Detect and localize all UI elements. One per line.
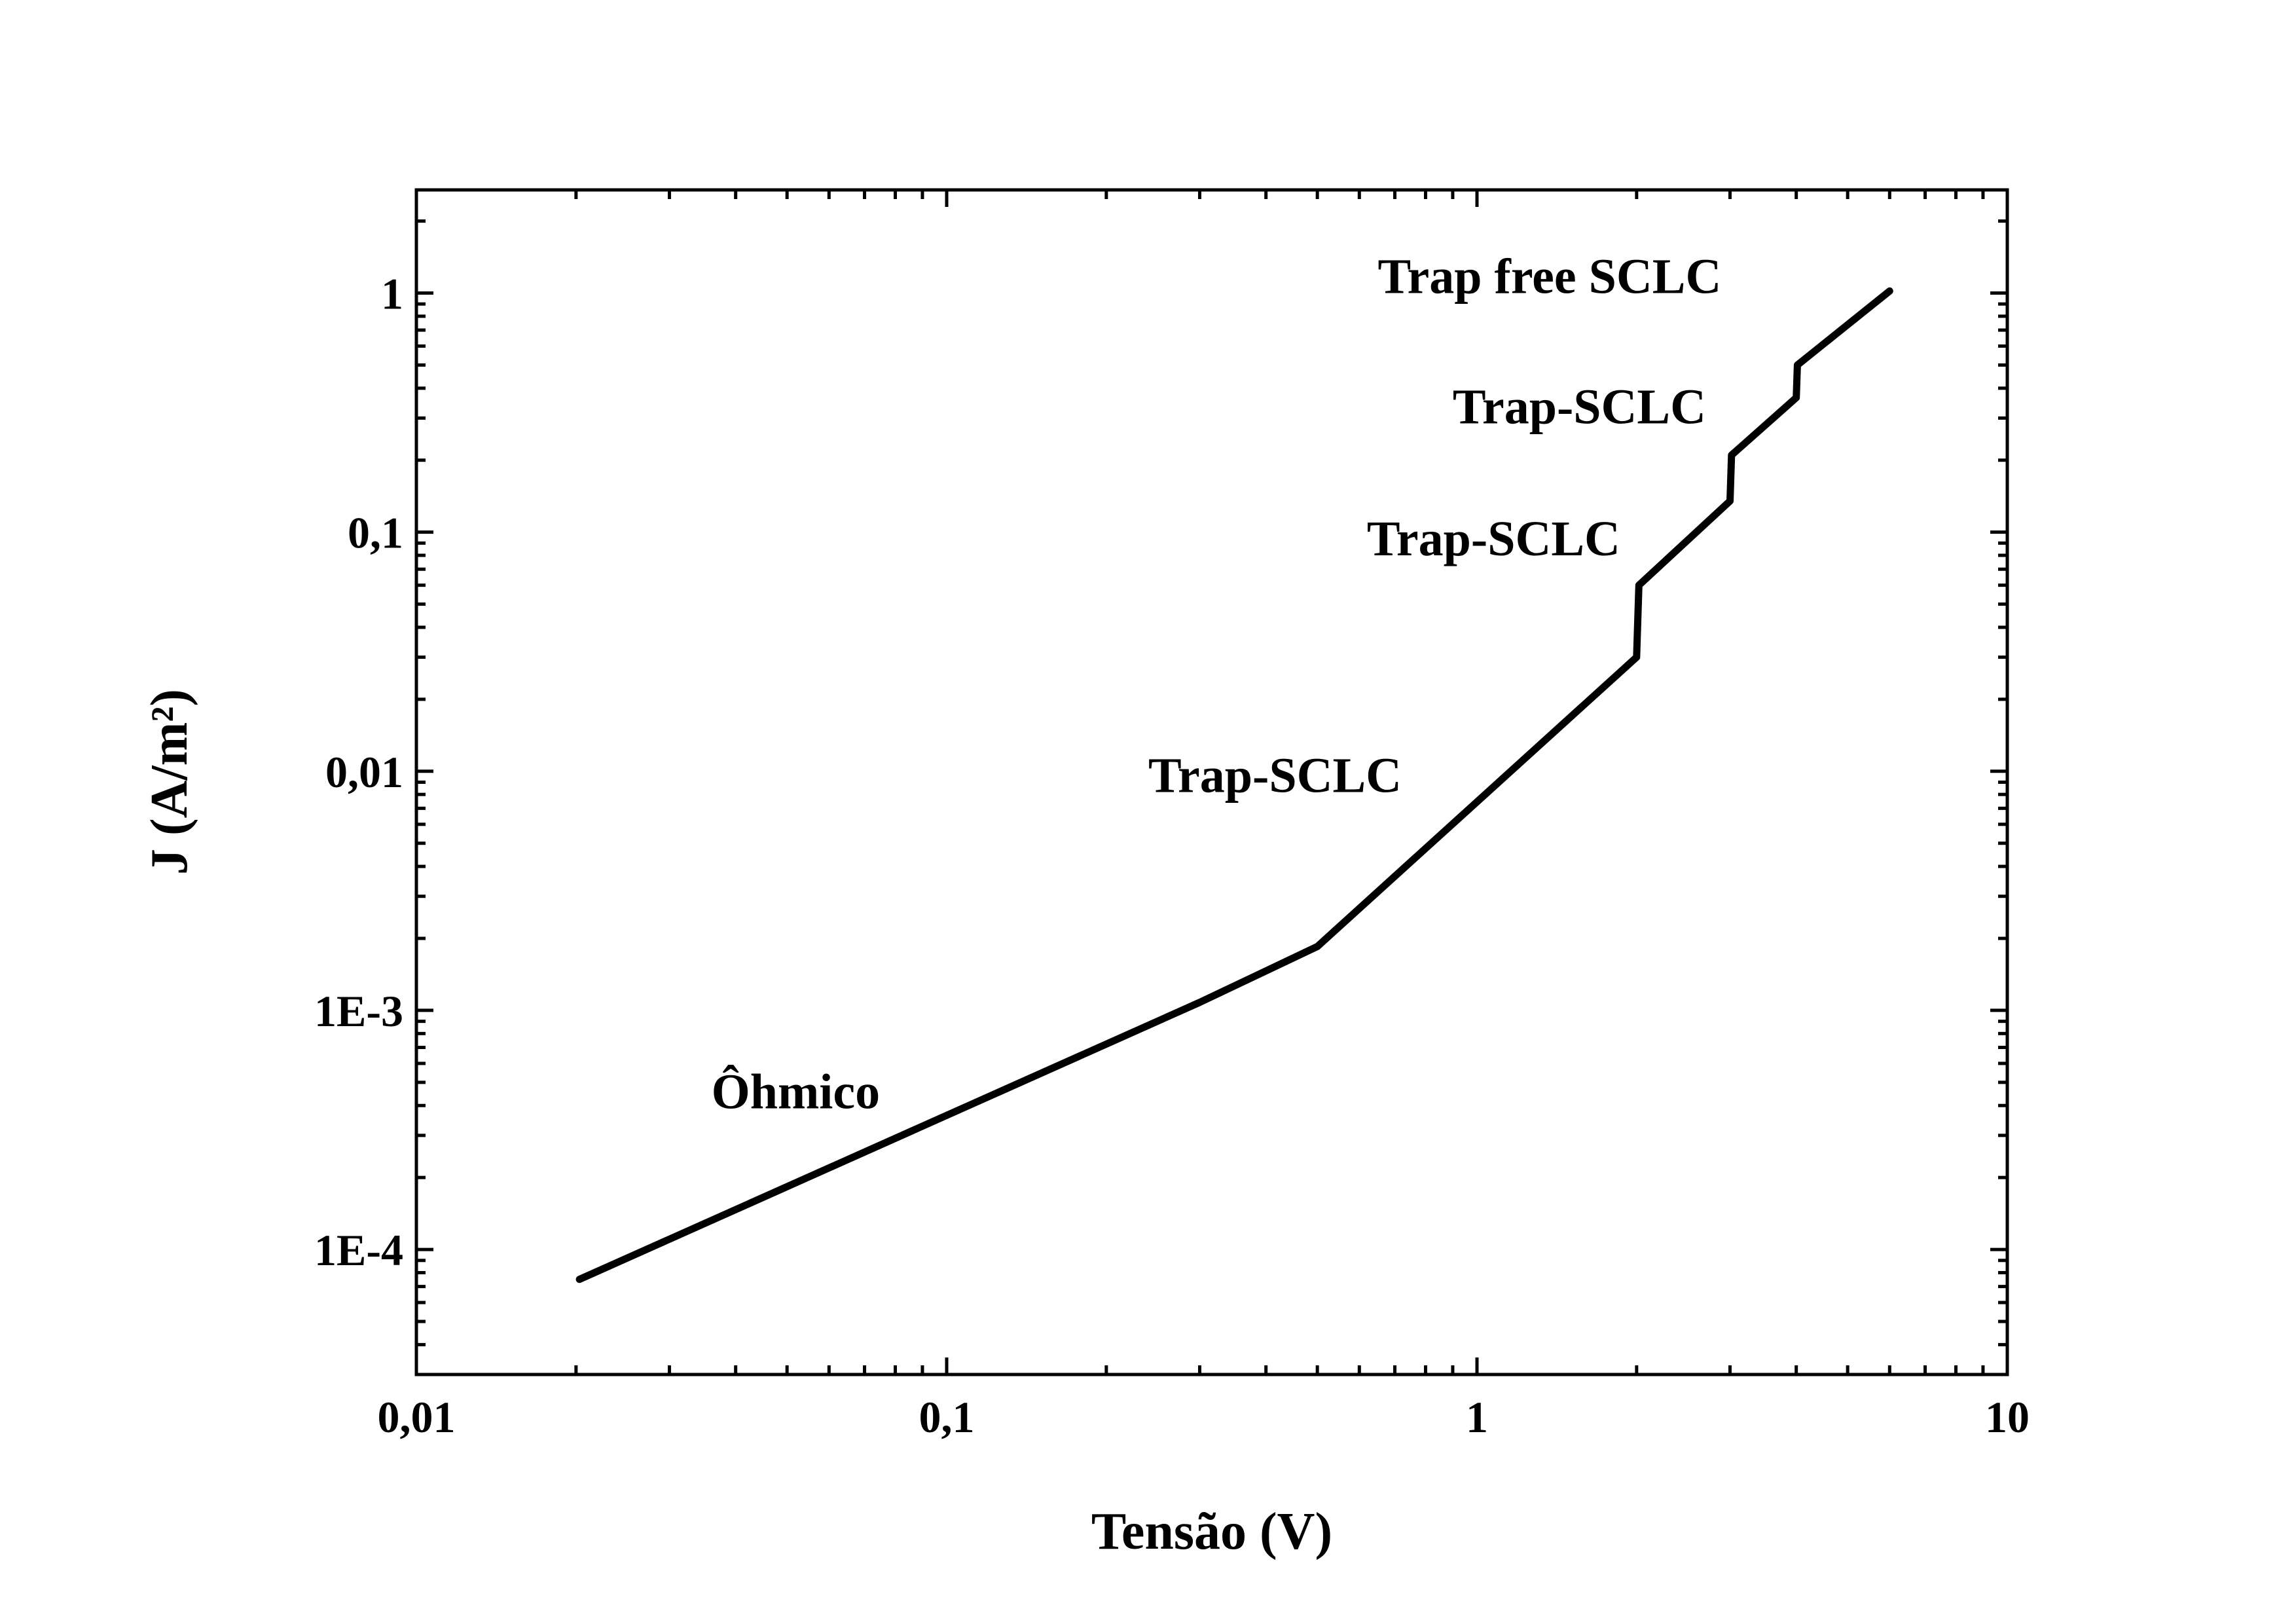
y-tick-label: 0,1 bbox=[348, 508, 403, 558]
y-tick-label: 1E-3 bbox=[314, 986, 403, 1036]
x-tick-label: 1 bbox=[1466, 1392, 1488, 1442]
annotations: Ôhmico Trap-SCLC Trap-SCLC Trap-SCLC Trap fr… bbox=[712, 249, 1722, 1120]
y-tick-label: 0,01 bbox=[325, 747, 403, 797]
annotation-label: Trap-SCLC bbox=[1148, 748, 1402, 803]
annotation-label: Trap free SCLC bbox=[1377, 249, 1721, 304]
x-tick-label: 10 bbox=[1985, 1392, 2030, 1442]
y-axis-title: J (A/m²) bbox=[141, 689, 198, 875]
y-tick-label: 1E-4 bbox=[314, 1225, 403, 1275]
x-tick-label: 0,01 bbox=[378, 1392, 456, 1442]
x-tick-labels: 0,01 0,1 1 10 bbox=[378, 1392, 2030, 1442]
x-tick-label: 0,1 bbox=[919, 1392, 975, 1442]
y-tick-label: 1 bbox=[381, 269, 403, 319]
y-tick-labels: 1E-4 1E-3 0,01 0,1 1 bbox=[314, 269, 403, 1276]
annotation-label: Trap-SCLC bbox=[1367, 511, 1620, 566]
series-line bbox=[575, 287, 1893, 1283]
x-axis-title: Tensão (V) bbox=[1091, 1503, 1332, 1560]
annotation-label: Trap-SCLC bbox=[1453, 380, 1706, 435]
annotation-label: Ôhmico bbox=[712, 1064, 881, 1119]
axis-ticks bbox=[414, 190, 2009, 1376]
